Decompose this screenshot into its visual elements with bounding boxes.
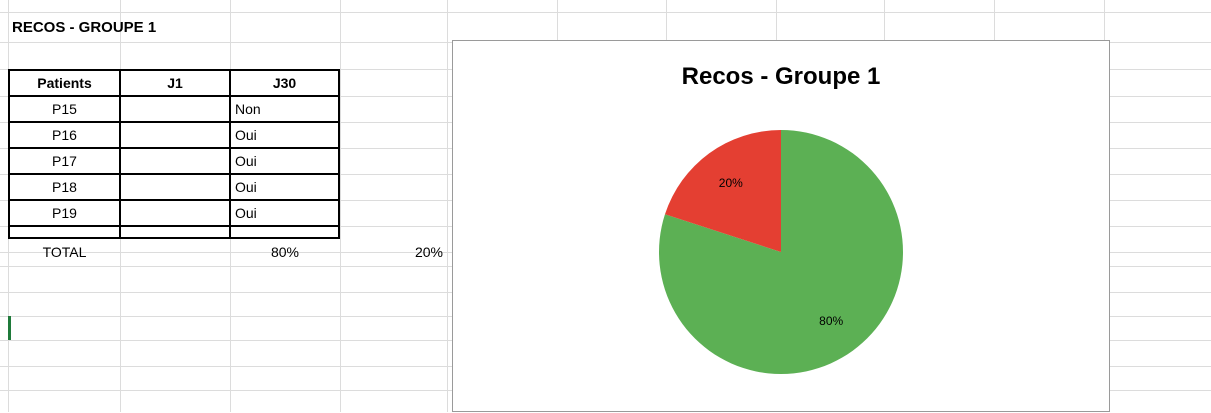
total-label-cell[interactable]: TOTAL [42,244,87,260]
j1-cell[interactable] [121,201,229,225]
pie-slice-non[interactable] [664,130,781,252]
table-divider [8,225,340,227]
header-j30[interactable]: J30 [272,75,297,91]
pie-chart[interactable]: Recos - Groupe 1 80% 20% [452,40,1110,412]
table-divider [8,173,340,175]
data-label-non: 20% [719,176,743,190]
outside-value-cell[interactable]: 20% [414,244,443,260]
table-divider [8,95,340,97]
column-line [447,0,448,412]
j1-cell[interactable] [121,175,229,199]
j1-cell[interactable] [121,149,229,173]
header-j1[interactable]: J1 [167,75,183,91]
j30-cell[interactable]: Non [235,101,261,117]
sheet-title-cell[interactable]: RECOS - GROUPE 1 [12,19,157,36]
table-divider [119,69,121,239]
table-divider [8,199,340,201]
row-line [0,12,1211,13]
j30-cell[interactable]: Oui [235,205,257,221]
table-divider [229,69,231,239]
header-patients[interactable]: Patients [37,75,92,91]
j1-cell[interactable] [121,97,229,121]
table-divider [8,147,340,149]
patient-cell[interactable]: P17 [52,153,77,169]
patient-cell[interactable]: P16 [52,127,77,143]
chart-title: Recos - Groupe 1 [681,63,881,90]
patient-cell[interactable]: P15 [52,101,77,117]
table-divider [8,121,340,123]
total-j1-cell[interactable] [121,240,229,264]
j30-cell[interactable]: Oui [235,153,257,169]
j30-cell[interactable]: Oui [235,127,257,143]
patient-cell[interactable]: P18 [52,179,77,195]
data-label-oui: 80% [819,314,843,328]
pie-chart-canvas: 80% 20% [659,130,903,375]
active-cell-indicator [8,316,11,340]
total-j30-cell[interactable]: 80% [270,244,300,260]
column-line [340,0,341,412]
j1-cell[interactable] [121,123,229,147]
patient-cell[interactable]: P19 [52,205,77,221]
pie-slice-oui[interactable] [659,130,903,375]
table-border [8,69,340,239]
j30-cell[interactable]: Oui [235,179,257,195]
